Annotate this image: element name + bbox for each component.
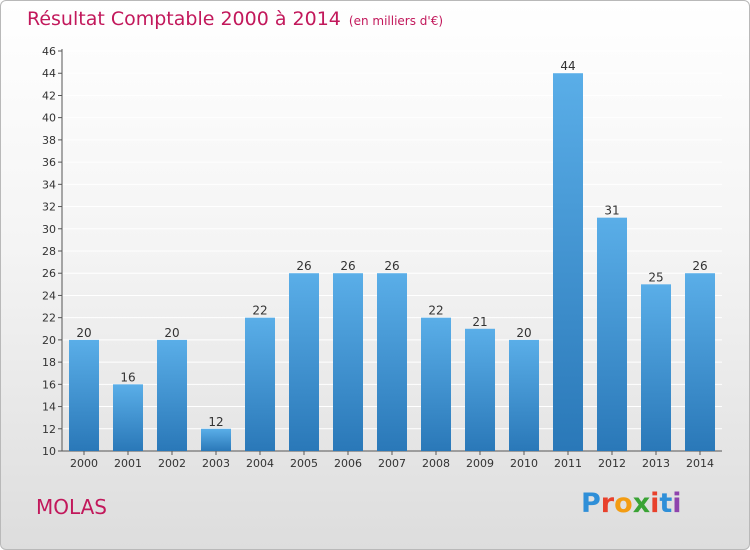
- x-tick-label: 2012: [598, 457, 626, 470]
- y-tick-label: 32: [42, 201, 56, 214]
- chart-title: Résultat Comptable 2000 à 2014 (en millie…: [27, 8, 443, 30]
- logo-letter: x: [632, 488, 651, 519]
- x-tick-label: 2007: [378, 457, 406, 470]
- y-tick-label: 46: [42, 45, 56, 58]
- y-tick-label: 36: [42, 156, 56, 169]
- bar: [377, 273, 407, 451]
- y-tick-label: 34: [42, 178, 56, 191]
- bar: [685, 273, 715, 451]
- bar: [157, 339, 187, 451]
- bar: [597, 217, 627, 451]
- commune-name: MOLAS: [36, 495, 107, 519]
- y-tick-label: 16: [42, 378, 56, 391]
- data-label: 22: [428, 304, 443, 318]
- bar: [245, 317, 275, 451]
- subtitle-text: (en milliers d'€): [348, 14, 444, 28]
- y-tick-label: 28: [42, 245, 56, 258]
- x-tick-label: 2002: [158, 457, 186, 470]
- x-tick-label: 2014: [686, 457, 714, 470]
- data-label: 26: [384, 259, 399, 273]
- x-tick-label: 2004: [246, 457, 274, 470]
- bar: [113, 384, 143, 451]
- bar: [333, 273, 363, 451]
- bar: [421, 317, 451, 451]
- x-tick-label: 2005: [290, 457, 318, 470]
- y-tick-label: 26: [42, 267, 56, 280]
- bar: [465, 328, 495, 451]
- y-tick-label: 30: [42, 223, 56, 236]
- logo-letter: i: [672, 488, 682, 519]
- x-tick-label: 2011: [554, 457, 582, 470]
- data-label: 12: [208, 415, 223, 429]
- labels: 10 12 14 16 18 20 22 24 26 28 30 32 34 36 38 40 42 44 46 20…: [42, 45, 714, 470]
- bar: [509, 339, 539, 451]
- x-tick-label: 2010: [510, 457, 538, 470]
- logo-letter: t: [659, 488, 673, 519]
- data-label: 20: [164, 326, 179, 340]
- y-tick-label: 42: [42, 89, 56, 102]
- bar: [553, 73, 583, 451]
- data-label: 26: [692, 259, 707, 273]
- data-label: 25: [648, 270, 663, 284]
- y-tick-label: 40: [42, 112, 56, 125]
- data-label: 26: [296, 259, 311, 273]
- bar: [201, 428, 231, 451]
- x-tick-label: 2001: [114, 457, 142, 470]
- logo-letter: i: [650, 488, 660, 519]
- data-label: 31: [604, 204, 619, 218]
- x-tick-label: 2000: [70, 457, 98, 470]
- data-label: 44: [560, 59, 575, 73]
- y-tick-label: 18: [42, 356, 56, 369]
- y-tick-label: 44: [42, 67, 56, 80]
- proxiti-logo: Proxiti: [581, 488, 682, 519]
- bar: [641, 284, 671, 451]
- logo-letter: o: [614, 488, 633, 519]
- x-tick-label: 2003: [202, 457, 230, 470]
- bar: [289, 273, 319, 451]
- data-label: 16: [120, 370, 135, 384]
- y-tick-label: 12: [42, 423, 56, 436]
- bar: [69, 339, 99, 451]
- y-tick-label: 10: [42, 445, 56, 458]
- y-tick-label: 20: [42, 334, 56, 347]
- bars: [69, 73, 715, 451]
- y-tick-label: 24: [42, 289, 56, 302]
- logo-letter: P: [581, 488, 601, 519]
- x-tick-label: 2008: [422, 457, 450, 470]
- x-tick-label: 2013: [642, 457, 670, 470]
- data-label: 20: [516, 326, 531, 340]
- y-tick-label: 22: [42, 312, 56, 325]
- y-tick-label: 38: [42, 134, 56, 147]
- data-label: 22: [252, 304, 267, 318]
- data-label: 20: [76, 326, 91, 340]
- x-tick-label: 2006: [334, 457, 362, 470]
- y-tick-label: 14: [42, 401, 56, 414]
- data-label: 26: [340, 259, 355, 273]
- title-text: Résultat Comptable 2000 à 2014: [27, 8, 341, 30]
- logo-letter: r: [600, 488, 615, 519]
- x-tick-label: 2009: [466, 457, 494, 470]
- data-label: 21: [472, 315, 487, 329]
